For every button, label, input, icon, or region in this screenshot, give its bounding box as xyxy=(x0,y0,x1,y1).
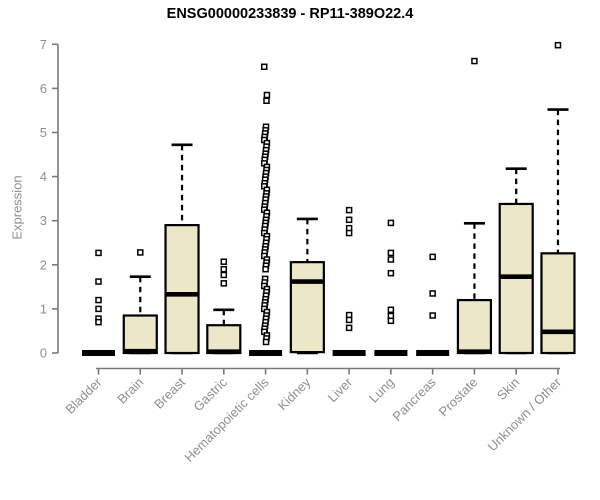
box xyxy=(540,252,576,355)
box xyxy=(289,261,325,354)
x-tick-label: Skin xyxy=(494,375,522,403)
collapsed-box xyxy=(374,350,408,356)
x-tick-label: Brain xyxy=(114,375,146,407)
outlier-point xyxy=(263,91,271,99)
outlier-point xyxy=(387,249,395,257)
outlier-point xyxy=(95,278,102,285)
y-tick-label: 7 xyxy=(40,37,47,52)
x-tick-label: Gastric xyxy=(190,374,230,414)
x-tick-label: Prostate xyxy=(436,375,481,420)
outlier-point xyxy=(95,296,102,304)
outlier-point xyxy=(345,229,353,237)
box xyxy=(456,298,493,355)
y-tick-label: 2 xyxy=(40,257,47,272)
outlier-point xyxy=(429,253,436,261)
outlier-point xyxy=(95,249,102,257)
x-tick-label: Lung xyxy=(366,375,397,406)
outlier-point xyxy=(262,338,270,346)
chart-title: ENSG00000233839 - RP11-389O22.4 xyxy=(166,6,414,22)
outlier-point xyxy=(345,316,353,324)
outlier-point xyxy=(260,63,268,71)
outlier-point xyxy=(345,324,353,332)
outlier-point xyxy=(345,206,353,214)
x-tick-label: Unknown / Other xyxy=(485,374,565,454)
y-tick-label: 4 xyxy=(40,169,47,184)
outlier-point xyxy=(471,57,478,65)
outlier-point xyxy=(387,269,395,277)
x-tick-label: Liver xyxy=(325,374,356,405)
outlier-point xyxy=(262,265,269,273)
y-tick-label: 1 xyxy=(40,301,47,316)
outlier-point xyxy=(387,256,395,263)
x-tick-label: Bladder xyxy=(62,374,105,417)
outlier-point xyxy=(220,258,228,265)
outlier-point xyxy=(220,265,228,273)
collapsed-box xyxy=(82,350,115,356)
y-tick-label: 3 xyxy=(40,213,47,228)
x-tick-label: Kidney xyxy=(275,374,314,413)
box xyxy=(164,224,200,355)
outlier-point xyxy=(220,271,228,279)
outlier-point xyxy=(95,318,102,326)
outlier-point xyxy=(387,306,395,314)
y-tick-label: 0 xyxy=(40,346,47,361)
collapsed-box xyxy=(332,350,366,356)
outlier-point xyxy=(387,219,395,227)
box xyxy=(206,324,242,355)
outlier-point xyxy=(220,280,228,287)
outlier-point xyxy=(429,312,436,319)
outlier-point xyxy=(263,97,270,104)
x-tick-label: Breast xyxy=(151,374,188,411)
outlier-point xyxy=(95,305,102,313)
outlier-point xyxy=(387,317,395,325)
collapsed-box xyxy=(249,350,283,356)
x-tick-label: Pancreas xyxy=(389,374,439,424)
outlier-point xyxy=(345,216,353,224)
y-tick-label: 5 xyxy=(40,125,47,140)
box xyxy=(122,314,158,355)
y-tick-label: 6 xyxy=(40,81,47,96)
collapsed-box xyxy=(416,350,450,356)
outlier-point xyxy=(429,290,436,297)
outlier-point xyxy=(137,249,144,256)
outlier-point xyxy=(554,41,562,49)
